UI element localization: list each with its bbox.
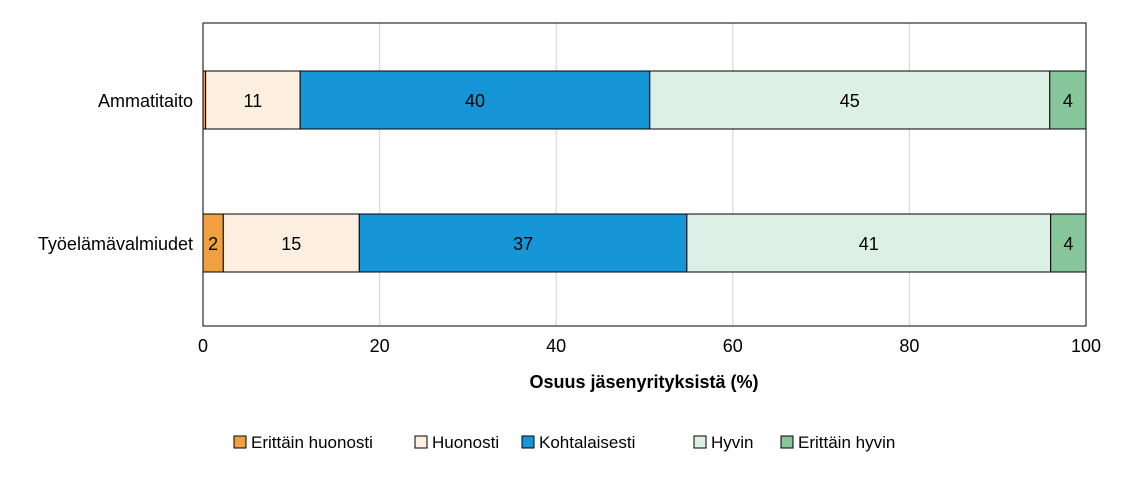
data-label: 4 bbox=[1063, 91, 1073, 111]
legend-swatch bbox=[414, 435, 428, 449]
bar-segment bbox=[1049, 70, 1087, 130]
data-label: 4 bbox=[1063, 234, 1073, 254]
data-label: 45 bbox=[840, 91, 860, 111]
legend-swatch bbox=[780, 435, 794, 449]
legend-swatch bbox=[521, 435, 535, 449]
x-tick-label: 80 bbox=[899, 336, 919, 356]
category-label: Ammatitaito bbox=[98, 91, 193, 111]
x-tick-label: 100 bbox=[1071, 336, 1101, 356]
data-label: 11 bbox=[244, 91, 263, 111]
category-label: Työelämävalmiudet bbox=[38, 234, 193, 254]
x-tick-label: 20 bbox=[370, 336, 390, 356]
data-label: 41 bbox=[859, 234, 879, 254]
plot-area: 11 40 45 4 Ammatitaito 2 15 37 41 4 Työelämävalmiu… bbox=[38, 22, 1101, 356]
bar-segment bbox=[205, 70, 301, 130]
bar-segment bbox=[1050, 213, 1087, 273]
legend-label: Kohtalaisesti bbox=[539, 433, 635, 452]
data-label: 2 bbox=[208, 234, 218, 254]
x-tick-label: 40 bbox=[546, 336, 566, 356]
legend-label: Erittäin huonosti bbox=[251, 433, 373, 452]
data-label: 40 bbox=[465, 91, 485, 111]
bar-segment bbox=[358, 213, 688, 273]
legend-label: Huonosti bbox=[432, 433, 499, 452]
bar-segment bbox=[222, 213, 360, 273]
legend-swatch bbox=[693, 435, 707, 449]
data-label: 37 bbox=[513, 234, 533, 254]
x-tick-label: 0 bbox=[198, 336, 208, 356]
legend-label: Hyvin bbox=[711, 433, 754, 452]
plot-frame bbox=[202, 22, 1087, 327]
legend-label: Erittäin hyvin bbox=[798, 433, 895, 452]
bar-segment bbox=[686, 213, 1052, 273]
legend: Erittäin huonosti Huonosti Kohtalaisesti Hy… bbox=[233, 433, 895, 452]
data-label: 15 bbox=[281, 234, 301, 254]
legend-swatch bbox=[233, 435, 247, 449]
bar-segment bbox=[649, 70, 1051, 130]
x-tick-label: 60 bbox=[723, 336, 743, 356]
x-axis-title: Osuus jäsenyrityksistä (%) bbox=[529, 372, 758, 392]
